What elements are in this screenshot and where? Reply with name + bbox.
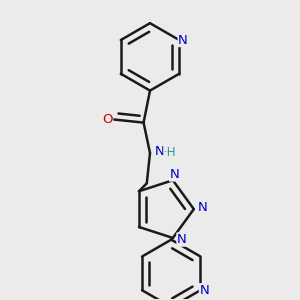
Text: N: N bbox=[178, 34, 188, 46]
Text: N: N bbox=[177, 233, 187, 246]
Text: ·H: ·H bbox=[164, 146, 176, 160]
Text: N: N bbox=[198, 201, 208, 214]
Text: N: N bbox=[200, 284, 209, 297]
Text: O: O bbox=[102, 113, 113, 126]
Text: N: N bbox=[155, 145, 164, 158]
Text: N: N bbox=[169, 168, 179, 181]
